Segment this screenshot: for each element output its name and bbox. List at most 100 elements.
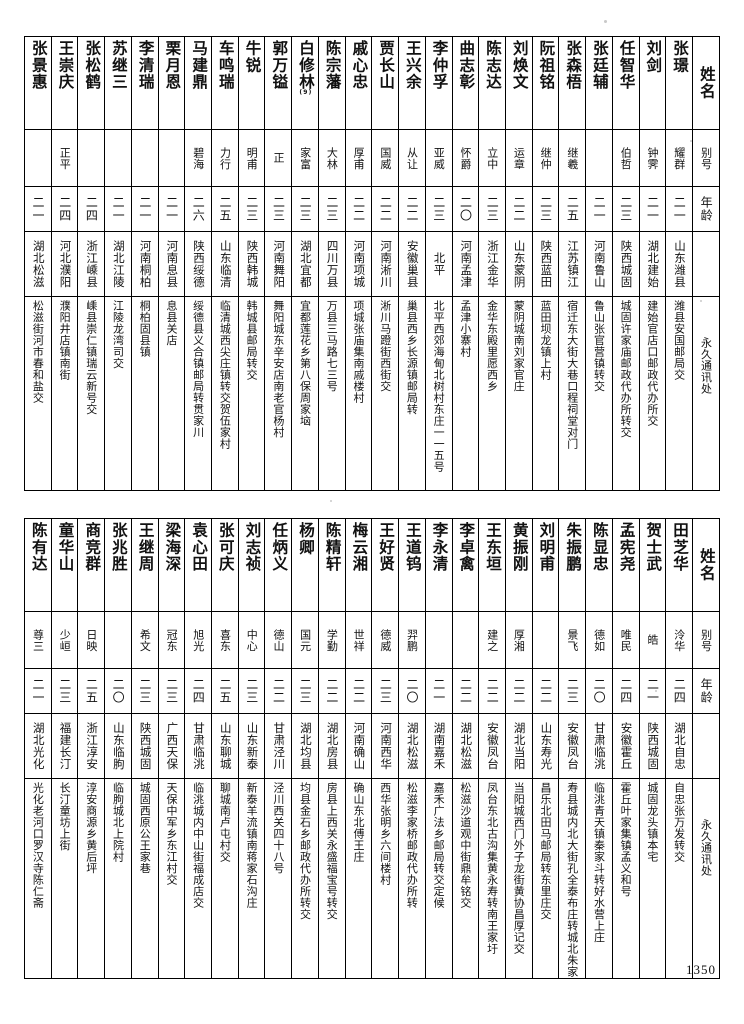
cell-alias: 建之	[478, 611, 506, 669]
cell-name: 李永清	[424, 518, 453, 612]
address-text: 松滋李家桥邮政代办所转	[405, 782, 419, 909]
native-text: 河南舞阳	[272, 240, 287, 288]
cell-alias	[531, 611, 560, 669]
address-text: 江陵龙湾司交	[111, 300, 125, 369]
native-text: 湖北宜都	[298, 240, 313, 288]
address-text: 寿县城内北大街孔全泰布庄转城北朱家	[565, 782, 579, 978]
alias-text: 钟霁	[646, 146, 659, 170]
alias-text: 泠华	[672, 628, 686, 652]
native-text: 浙江嵊县	[85, 240, 100, 288]
native-text: 湖北松滋	[459, 722, 474, 770]
alias-text: 中心	[245, 628, 259, 652]
address-text: 临洮青天镇秦家斗转好水营上庄	[592, 782, 606, 943]
cell-native: 河南淅川	[371, 231, 400, 297]
address-text: 松滋街河市春和盐交	[31, 300, 45, 404]
cell-age: 二三	[291, 668, 319, 714]
name-text: 商竞群	[83, 522, 102, 573]
cell-name: 袁心田	[184, 518, 213, 612]
alias-text: 厚湘	[512, 628, 526, 652]
cell-age: 二〇	[104, 668, 132, 714]
name-text: 陈志达	[483, 40, 502, 91]
cell-native: 湖北松滋	[24, 231, 52, 297]
cell-native: 安徽凤台	[558, 713, 587, 779]
cell-age: 二〇	[398, 668, 426, 714]
cell-native: 山东潍县	[665, 231, 693, 297]
row-header-address: 永久通讯处	[691, 778, 721, 978]
alias-text: 皓	[646, 634, 659, 646]
cell-alias	[585, 129, 613, 187]
name-text: 朱振鹏	[564, 522, 583, 573]
address-text: 蓝田坝龙镇上村	[539, 300, 553, 381]
cell-native: 江苏镇江	[558, 231, 587, 297]
cell-alias: 伯哲	[611, 129, 640, 187]
cell-native: 浙江嵊县	[77, 231, 106, 297]
address-text: 天保中军乡东江村交	[164, 782, 178, 886]
name-text: 陈精轩	[323, 522, 342, 573]
row-header-alias: 别号	[691, 611, 721, 669]
alias-text: 建之	[485, 628, 499, 652]
cell-native: 山东临清	[211, 231, 239, 297]
native-text: 广西天保	[165, 722, 180, 770]
name-text: 贾长山	[377, 40, 396, 91]
cell-native: 河南确山	[344, 713, 373, 779]
cell-address: 当阳城西门外子龙街黄协昌厚记交	[504, 778, 533, 978]
roster-row-alias: 尊三 少峘 日映 希文 冠东 旭光 喜东 中心 德山 国元 学勤 世祥 德威 羿鹏 建之 厚湘 景飞 德如 唯民 皓 泠…	[24, 611, 721, 669]
native-text: 甘肃临洮	[192, 722, 207, 770]
name-text: 戚心忠	[350, 40, 369, 91]
cell-address: 临洮青天镇秦家斗转好水营上庄	[585, 778, 613, 978]
cell-native: 安徽凤台	[478, 713, 506, 779]
name-text: 刘焕文	[510, 40, 529, 91]
address-text: 临洮城内中山街福成店交	[191, 782, 205, 909]
name-text: 贺士武	[644, 522, 663, 573]
name-text: 郭万镒	[270, 40, 289, 91]
cell-name: 张璟	[665, 36, 693, 130]
name-text: 李卓禽	[457, 522, 476, 573]
age-text: 二三	[538, 196, 553, 222]
age-text: 二二	[324, 678, 339, 704]
cell-name: 陈显忠	[585, 518, 613, 612]
name-text: 梁海深	[163, 522, 182, 573]
cell-native: 陕西韩城	[237, 231, 266, 297]
cell-address: 息县关店	[157, 296, 186, 491]
native-text: 福建长汀	[58, 722, 73, 770]
address-text: 泾川西关四十八号	[271, 782, 285, 874]
cell-alias: 家富	[291, 129, 319, 187]
age-text: 二五	[218, 678, 232, 704]
cell-address: 蒙阴城南刘家官庄	[504, 296, 533, 491]
alias-text: 耀群	[672, 146, 686, 170]
cell-address: 松滋街河市春和盐交	[24, 296, 52, 491]
name-text: 任智华	[617, 40, 636, 91]
cell-native: 河南西华	[371, 713, 400, 779]
cell-name: 李清瑞	[130, 36, 159, 130]
cell-name: 田芝华	[665, 518, 693, 612]
roster-table-top: 张景惠 王崇庆 张松鹤 苏继三 李清瑞 栗月恩 马建鼎 车鸣瑞 牛锐 郭万镒 白修林(9) 陈宗藩 戚心…	[24, 36, 721, 491]
address-text: 淅川马蹬街西街交	[378, 300, 392, 392]
cell-native: 湖北建始	[638, 231, 667, 297]
age-text: 二二	[271, 678, 286, 704]
native-text: 湖北均县	[298, 722, 313, 770]
cell-name: 王道钨	[398, 518, 426, 612]
alias-text: 继仲	[539, 146, 553, 170]
cell-name: 陈精轩	[317, 518, 346, 612]
name-text: 张廷辅	[590, 40, 609, 91]
cell-name: 张松鹤	[77, 36, 106, 130]
native-text: 陕西城固	[646, 722, 661, 770]
cell-age: 二五	[211, 668, 239, 714]
cell-age: 二一	[130, 186, 159, 232]
cell-alias	[104, 611, 132, 669]
name-text: 王好贤	[377, 522, 396, 573]
roster-row-age: 二一 二三 二五 二〇 二三 二三 二四 二五 二三 二二 二三 二二 二二 二三 二〇 二一 二二 二二 二二 二二…	[24, 668, 721, 714]
cell-age: 二三	[317, 186, 346, 232]
alias-text: 力行	[218, 146, 232, 170]
cell-alias: 尊三	[24, 611, 52, 669]
cell-address: 泾川西关四十八号	[264, 778, 293, 978]
roster-row-address: 光化老河口罗汉寺陈仁斋 长汀童坊上街 淳安商源乡黄后坪 临朐城北上院村 城固西原公王家巷…	[24, 778, 721, 978]
native-text: 河南淅川	[379, 240, 394, 288]
cell-age: 二六	[184, 186, 213, 232]
row-header-name: 姓名	[691, 36, 721, 130]
age-text: 二四	[618, 678, 633, 704]
cell-name: 王好贤	[371, 518, 400, 612]
cell-address: 金华东殿里愿西乡	[478, 296, 506, 491]
cell-age: 二一	[104, 186, 132, 232]
cell-address: 蓝田坝龙镇上村	[531, 296, 560, 491]
